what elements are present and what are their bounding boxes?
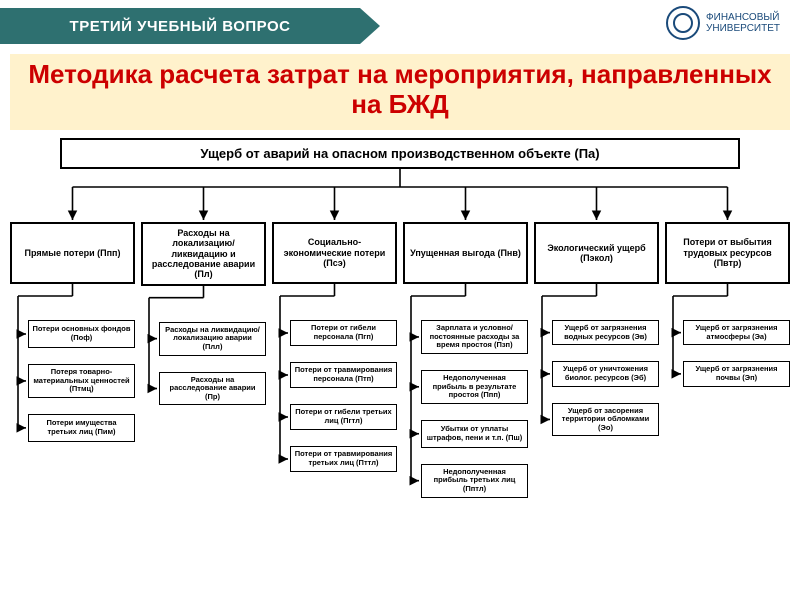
category-node: Упущенная выгода (Пнв): [403, 222, 528, 284]
leaf-node: Недополученная прибыль в резуль­тате про…: [421, 370, 528, 404]
leaf-node: Потери от гибели третьих лиц (Пгтл): [290, 404, 397, 430]
children-list: Расходы на ликвида­цию/локализацию авари…: [141, 322, 266, 406]
leaf-node: Ущерб от засоре­ния территории обломками…: [552, 403, 659, 437]
leaf-node: Ущерб от загряз­нения водных ресурсов (Э…: [552, 320, 659, 345]
university-logo: ФИНАНСОВЫЙ УНИВЕРСИТЕТ: [666, 6, 780, 40]
leaf-node: Расходы на ликвида­цию/локализацию авари…: [159, 322, 266, 356]
leaf-node: Убытки от уплаты штрафов, пени и т.п. (П…: [421, 420, 528, 448]
banner-text: ТРЕТИЙ УЧЕБНЫЙ ВОПРОС: [70, 18, 291, 35]
children-list: Ущерб от загрязнения атмосферы (Эа) Ущерб…: [665, 320, 790, 387]
category-node: Экологический ущерб (Пэкол): [534, 222, 659, 284]
category-column: Экологический ущерб (Пэкол) Ущерб от загр…: [534, 222, 659, 592]
leaf-node: Потери от гибели персонала (Пгп): [290, 320, 397, 346]
leaf-node: Расходы на расследование аварии (Пр): [159, 372, 266, 406]
children-list: Потери основных фондов (Поф) Потеря товар…: [10, 320, 135, 442]
logo-text: ФИНАНСОВЫЙ УНИВЕРСИТЕТ: [706, 12, 780, 34]
category-column: Потери от выбытия трудовых ресурсов (Пвт…: [665, 222, 790, 592]
leaf-node: Потеря товарно-материаль­ных ценностей (…: [28, 364, 135, 398]
leaf-node: Ущерб от уничто­жения биолог. ресурсов (…: [552, 361, 659, 386]
leaf-node: Ущерб от загрязнения атмосферы (Эа): [683, 320, 790, 345]
leaf-node: Потери основных фондов (Поф): [28, 320, 135, 348]
children-list: Потери от гибели персонала (Пгп) Потери о…: [272, 320, 397, 472]
category-column: Расходы на локализацию/ ликвидацию и рас…: [141, 222, 266, 592]
section-banner: ТРЕТИЙ УЧЕБНЫЙ ВОПРОС: [0, 8, 360, 44]
logo-icon: [666, 6, 700, 40]
leaf-node: Потери от травмирования персонала (Птп): [290, 362, 397, 388]
category-node: Прямые потери (Ппп): [10, 222, 135, 284]
category-column: Социально-экономические потери (Псэ) Поте…: [272, 222, 397, 592]
root-node: Ущерб от аварий на опасном производствен…: [60, 138, 740, 169]
category-node: Потери от выбытия трудовых ресурсов (Пвт…: [665, 222, 790, 284]
category-column: Упущенная выгода (Пнв) Зарплата и условно…: [403, 222, 528, 592]
flowchart: Ущерб от аварий на опасном производствен…: [10, 138, 790, 592]
category-node: Социально-экономические потери (Псэ): [272, 222, 397, 284]
category-column: Прямые потери (Ппп) Потери основных фондо…: [10, 222, 135, 592]
category-columns: Прямые потери (Ппп) Потери основных фондо…: [10, 222, 790, 592]
banner-arrow: [360, 8, 380, 44]
leaf-node: Потери имущества третьих лиц (Пим): [28, 414, 135, 442]
leaf-node: Зарплата и условно/ постоянные расходы з…: [421, 320, 528, 354]
leaf-node: Ущерб от загрязнения почвы (Эп): [683, 361, 790, 386]
children-list: Ущерб от загряз­нения водных ресурсов (Э…: [534, 320, 659, 436]
page-title-block: Методика расчета затрат на мероприятия, …: [10, 54, 790, 130]
leaf-node: Недополученная прибыль третьих лиц (Пптл…: [421, 464, 528, 498]
category-node: Расходы на локализацию/ ликвидацию и рас…: [141, 222, 266, 286]
page-title: Методика расчета затрат на мероприятия, …: [20, 60, 780, 120]
children-list: Зарплата и условно/ постоянные расходы з…: [403, 320, 528, 498]
leaf-node: Потери от травмирования третьих лиц (Птт…: [290, 446, 397, 472]
